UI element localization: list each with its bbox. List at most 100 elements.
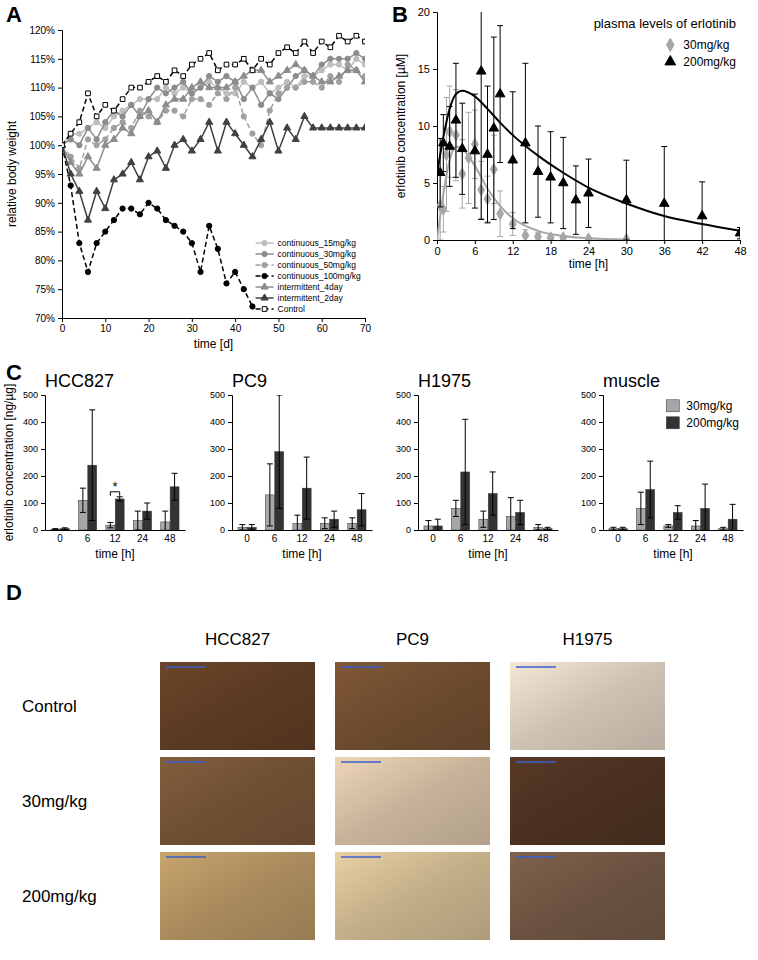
tick: 200 [23, 471, 45, 481]
error-bar [647, 461, 653, 518]
tick-label: 300 [210, 444, 225, 454]
tick: 10 [418, 120, 437, 132]
error-bar [331, 511, 337, 527]
row-label: Control [22, 697, 77, 716]
column-label: HCC827 [205, 630, 270, 649]
point [128, 158, 135, 164]
point [68, 131, 73, 136]
tick: 100 [581, 498, 603, 508]
error-bar [267, 464, 273, 526]
point [111, 217, 116, 222]
tick: 20 [418, 6, 437, 18]
tick-label: 48 [722, 533, 734, 544]
point [155, 206, 160, 211]
error-bar [294, 515, 300, 530]
chart-title: PC9 [232, 371, 267, 391]
tick-label: 12 [667, 533, 679, 544]
point [622, 195, 632, 203]
tick: 40 [230, 318, 242, 334]
image-grid: HCC827PC9H1975Control30mg/kg200mg/kg [22, 630, 665, 940]
tick: 0 [591, 525, 603, 535]
tick-mark [414, 476, 418, 477]
scale-bar [166, 856, 206, 858]
point [336, 56, 341, 61]
point [214, 83, 221, 89]
point [319, 39, 324, 44]
point [129, 206, 134, 211]
point [284, 79, 289, 84]
tick-mark [414, 449, 418, 450]
tick: 48 [164, 530, 176, 544]
tick: 24 [510, 530, 522, 544]
point [318, 124, 325, 130]
tick-mark [414, 395, 418, 396]
row-label: 200mg/kg [22, 887, 97, 906]
tick-label: 5 [424, 177, 430, 189]
point [172, 85, 177, 90]
tick: 12 [109, 530, 121, 544]
point [145, 153, 152, 159]
point [284, 85, 289, 90]
point [111, 108, 116, 113]
tick-mark [475, 240, 476, 244]
tick-mark [664, 240, 665, 244]
error-bar [490, 472, 496, 515]
point [214, 147, 221, 153]
legend-entry: 30mg/kg [666, 38, 729, 52]
point [85, 137, 90, 142]
legend-entry: intermittent_4day [256, 282, 344, 292]
point [163, 91, 168, 96]
tick: 12 [482, 530, 494, 544]
point [189, 91, 194, 96]
point [284, 124, 291, 130]
point [181, 85, 186, 90]
point [319, 68, 324, 73]
error-bar [702, 484, 708, 530]
tissue-image [335, 662, 490, 750]
error-bar [172, 473, 178, 500]
series-line [62, 116, 365, 220]
point [172, 68, 177, 73]
legend-entry: continuous_30mg/kg [256, 249, 357, 259]
point [451, 115, 461, 123]
tick-mark [278, 318, 279, 322]
tick: 0 [424, 234, 437, 246]
point [206, 83, 213, 89]
axis: 0612182430364248 [434, 240, 746, 257]
tick: 115% [30, 54, 62, 65]
point [328, 56, 333, 61]
tick-label: 300 [23, 444, 38, 454]
error-bar [497, 191, 503, 237]
error-bar [610, 527, 616, 530]
tick-label: 100 [210, 498, 225, 508]
point [584, 188, 594, 196]
tick: 300 [210, 444, 232, 454]
point [77, 131, 82, 136]
tick-label: 300 [581, 444, 596, 454]
point [189, 96, 194, 101]
x-axis-title: time [h] [95, 547, 134, 561]
point [146, 79, 151, 84]
tissue-image [160, 757, 315, 845]
point [319, 85, 324, 90]
point [345, 56, 350, 61]
error-bar [517, 500, 523, 524]
legend: 30mg/kg200mg/kg [665, 38, 736, 69]
tick-label: 42 [697, 245, 709, 257]
point [293, 85, 298, 90]
point [558, 177, 568, 185]
tick-label: 400 [210, 417, 225, 427]
point [363, 39, 365, 44]
tick: 90% [35, 198, 62, 209]
axis: 06122448 [604, 530, 744, 544]
tick-mark [41, 530, 45, 531]
tick: 6 [272, 530, 278, 544]
tick-label: 0 [60, 323, 66, 334]
point [495, 89, 505, 97]
point [67, 170, 74, 176]
tick-mark [58, 59, 62, 60]
point [137, 96, 142, 101]
error-bar [535, 525, 541, 530]
tick-label: 500 [23, 390, 38, 400]
point [354, 56, 359, 61]
